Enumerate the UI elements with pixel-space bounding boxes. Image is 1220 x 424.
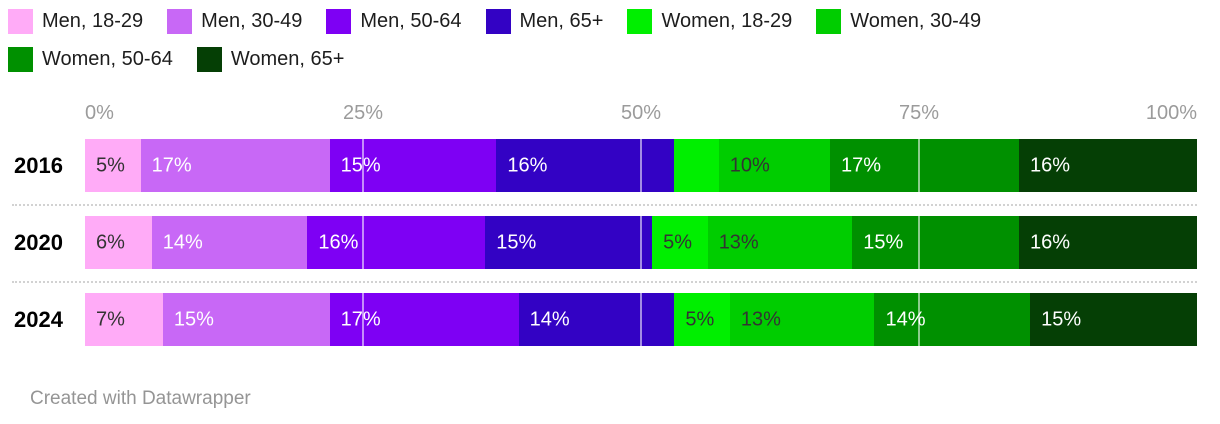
axis-tick-label: 25% (342, 102, 384, 124)
legend-swatch (485, 8, 511, 34)
segment-value-label: 16% (318, 231, 359, 253)
bar-segment[interactable] (674, 139, 719, 192)
legend-label: Men, 50-64 (360, 10, 462, 32)
bar-segment[interactable]: 14% (151, 216, 308, 269)
legend-label: Men, 30-49 (201, 10, 303, 32)
legend-item: Women, 18-29 (627, 8, 792, 34)
datawrapper-credit: Created with Datawrapper (30, 388, 251, 409)
legend-swatch (326, 8, 352, 34)
segment-value-label: 15% (863, 231, 904, 253)
axis-tick-label: 0% (85, 102, 114, 124)
axis-tick-label: 50% (620, 102, 662, 124)
segment-value-label: 16% (1030, 154, 1071, 176)
segment-value-label: 17% (340, 308, 381, 330)
segment-value-label: 14% (162, 231, 203, 253)
legend-swatch (627, 8, 653, 34)
legend-item: Women, 65+ (196, 46, 345, 72)
segment-value-label: 6% (96, 231, 125, 253)
segment-value-label: 17% (151, 154, 192, 176)
bar-segment[interactable]: 17% (829, 139, 1020, 192)
bar-segment[interactable]: 15% (1030, 293, 1197, 346)
year-label: 2024 (14, 306, 63, 332)
legend-label: Women, 50-64 (42, 48, 173, 70)
row-separator (12, 281, 1197, 283)
gridline (362, 293, 364, 346)
bar-segment[interactable]: 17% (329, 293, 519, 346)
legend-label: Men, 65+ (519, 10, 604, 32)
segment-value-label: 16% (507, 154, 548, 176)
bar-segment[interactable]: 13% (707, 216, 853, 269)
bar-segment[interactable]: 5% (674, 293, 730, 346)
gridline (918, 216, 920, 269)
bar-segment[interactable]: 16% (496, 139, 675, 192)
bar-row-2016: 5% 17% 15% 16% 10% 17% 16% (85, 139, 1197, 192)
legend-swatch (8, 46, 33, 72)
legend-item: Men, 65+ (485, 8, 604, 34)
bar-segment[interactable]: 15% (329, 139, 497, 192)
legend-item: Men, 50-64 (326, 8, 462, 34)
bar-row-2020: 6% 14% 16% 15% 5% 13% 15% 16% (85, 216, 1197, 269)
legend-item: Men, 18-29 (8, 8, 143, 34)
bar-segment[interactable]: 15% (852, 216, 1020, 269)
bar-segment[interactable]: 17% (140, 139, 330, 192)
legend-label: Women, 65+ (230, 48, 345, 70)
bar-segment[interactable]: 16% (1019, 216, 1197, 269)
segment-value-label: 15% (1041, 308, 1082, 330)
bar-segment[interactable]: 5% (85, 139, 141, 192)
segment-value-label: 5% (96, 154, 125, 176)
bar-segment[interactable]: 10% (718, 139, 830, 192)
bar-segment[interactable]: 13% (729, 293, 875, 346)
gridline (362, 216, 364, 269)
bar-segment[interactable]: 14% (874, 293, 1031, 346)
gridline (918, 139, 920, 192)
bar-segment[interactable]: 16% (307, 216, 486, 269)
year-label: 2020 (14, 229, 63, 255)
legend-item: Women, 30-49 (816, 8, 981, 34)
gridline (640, 293, 642, 346)
axis-tick-label: 75% (898, 102, 940, 124)
bar-segment[interactable]: 14% (518, 293, 675, 346)
legend-label: Men, 18-29 (42, 10, 144, 32)
legend-swatch (196, 46, 222, 72)
gridline (918, 293, 920, 346)
axis-tick-label: 100% (1145, 102, 1197, 124)
segment-value-label: 14% (885, 308, 926, 330)
bar-segment[interactable]: 6% (85, 216, 152, 269)
gridline (640, 216, 642, 269)
segment-value-label: 16% (1030, 231, 1071, 253)
segment-value-label: 13% (718, 231, 759, 253)
legend: Men, 18-29 Men, 30-49 Men, 50-64 Men, 65+ Wo… (8, 8, 1068, 72)
segment-value-label: 15% (340, 154, 381, 176)
legend-swatch (167, 8, 193, 34)
legend-item: Women, 50-64 (8, 46, 173, 72)
segment-value-label: 15% (173, 308, 214, 330)
legend-swatch (816, 8, 842, 34)
segment-value-label: 15% (496, 231, 537, 253)
segment-value-label: 10% (729, 154, 770, 176)
gridline (362, 139, 364, 192)
bar-segment[interactable]: 5% (652, 216, 708, 269)
segment-value-label: 14% (529, 308, 570, 330)
segment-value-label: 13% (740, 308, 781, 330)
bar-row-2024: 7% 15% 17% 14% 5% 13% 14% 15% (85, 293, 1197, 346)
segment-value-label: 7% (96, 308, 125, 330)
bar-segment[interactable]: 15% (485, 216, 653, 269)
segment-value-label: 5% (685, 308, 715, 330)
bar-segment[interactable]: 15% (162, 293, 330, 346)
bar-segment[interactable]: 7% (85, 293, 163, 346)
legend-item: Men, 30-49 (167, 8, 302, 34)
legend-swatch (8, 8, 33, 34)
bar-segment[interactable]: 16% (1019, 139, 1197, 192)
legend-label: Women, 18-29 (661, 10, 793, 32)
year-label: 2016 (14, 152, 63, 178)
segment-value-label: 17% (840, 154, 882, 176)
segment-value-label: 5% (663, 231, 692, 253)
legend-label: Women, 30-49 (850, 10, 982, 32)
gridline (640, 139, 642, 192)
row-separator (12, 204, 1197, 206)
